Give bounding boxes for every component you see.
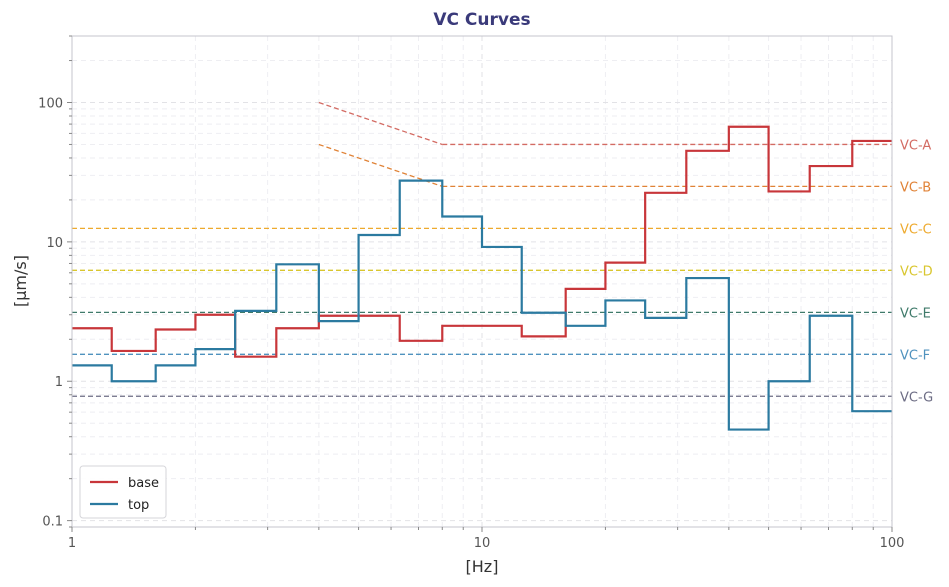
criterion-label-vc-b: VC-B	[900, 180, 931, 195]
legend-box	[79, 465, 167, 519]
y-tick-label: 100	[38, 96, 63, 111]
criterion-label-vc-e: VC-E	[900, 306, 931, 321]
criteria-lines: VC-A VC-B VC-C VC-D VC-E VC-F VC-G	[72, 101, 933, 405]
criterion-slope-vc-b	[318, 143, 443, 188]
x-tick-label: 1	[68, 536, 76, 551]
series-lines	[72, 125, 892, 431]
criterion-label-vc-a: VC-A	[900, 138, 931, 153]
y-tick-label: 1	[55, 375, 63, 390]
legend-label-top: top	[128, 498, 149, 513]
y-axis-label: [µm/s]	[11, 255, 30, 307]
y-tick-label: 0.1	[42, 515, 63, 530]
ticks: 1 10 100 0.1 1 10 100	[38, 35, 905, 551]
criterion-label-vc-f: VC-F	[900, 348, 930, 363]
criterion-slope-vc-a	[318, 101, 443, 146]
grid	[71, 35, 893, 528]
legend-label-base: base	[128, 476, 159, 491]
chart-title: VC Curves	[433, 10, 530, 30]
x-tick-label: 100	[880, 536, 905, 551]
series-line-base	[72, 125, 892, 358]
x-tick-label: 10	[474, 536, 491, 551]
x-axis-label: [Hz]	[466, 557, 499, 576]
criterion-label-vc-c: VC-C	[900, 222, 932, 237]
criterion-label-vc-d: VC-D	[900, 264, 933, 279]
legend: base top	[79, 465, 167, 519]
criterion-label-vc-g: VC-G	[900, 390, 933, 405]
series-line-top	[72, 179, 892, 431]
y-tick-label: 10	[46, 236, 63, 251]
